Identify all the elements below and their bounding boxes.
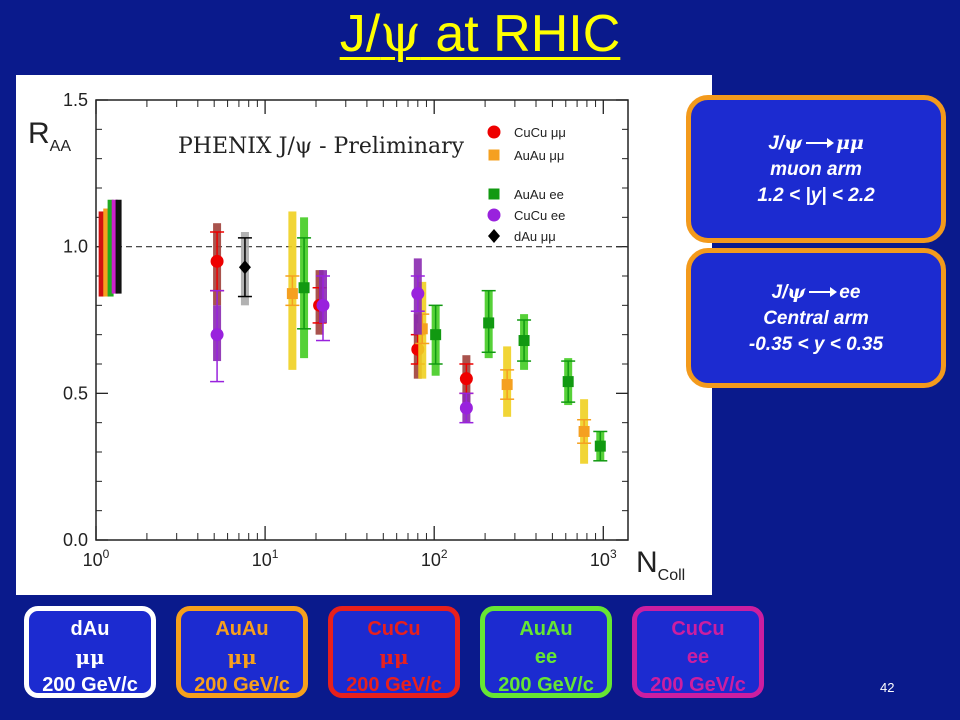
- decay-products: μμ: [835, 131, 864, 154]
- legend-energy: 200 GeV/c: [498, 674, 594, 696]
- x-axis-label: NColl: [636, 546, 685, 584]
- data-point: [411, 287, 425, 301]
- data-point: [518, 335, 530, 347]
- legend-label: CuCu ee: [514, 208, 565, 223]
- y-tick-label: 1.5: [63, 90, 88, 110]
- legend-channel: ee: [686, 646, 710, 668]
- psi-symbol: ψ: [787, 280, 806, 303]
- muon-arm-label: muon arm: [770, 158, 862, 180]
- psi-symbol: ψ: [784, 131, 802, 154]
- legend-marker: [488, 229, 500, 243]
- data-point: [459, 401, 473, 415]
- legend-energy: 200 GeV/c: [650, 674, 746, 696]
- central-arm-range: -0.35 < y < 0.35: [748, 333, 884, 355]
- central-arm-box: J/ψ ee Central arm -0.35 < y < 0.35: [686, 248, 946, 388]
- y-tick-label: 1.0: [63, 237, 88, 257]
- data-point: [594, 440, 606, 452]
- data-point: [286, 288, 298, 300]
- x-tick-label: 100: [83, 547, 110, 570]
- title-prefix: J/: [339, 5, 381, 63]
- slide-title: J/ψ at RHIC: [0, 4, 960, 64]
- legend-system: AuAu: [519, 618, 573, 640]
- legend-label: AuAu ee: [514, 187, 564, 202]
- x-tick-label: 101: [252, 547, 279, 570]
- legend-label: AuAu μμ: [514, 148, 564, 163]
- legend-box-auau-ee: AuAu ee 200 GeV/c: [480, 606, 612, 698]
- legend-label: CuCu μμ: [514, 125, 566, 140]
- legend-channel: ee: [534, 646, 558, 668]
- x-tick-label: 102: [421, 547, 448, 570]
- legend-box-dau-mumu: dAu μμ 200 GeV/c: [24, 606, 156, 698]
- central-arm-label: Central arm: [763, 307, 869, 329]
- legend-energy: 200 GeV/c: [42, 674, 138, 696]
- normalization-bar: [98, 211, 105, 297]
- plot-frame: [95, 99, 629, 541]
- legend-energy: 200 GeV/c: [194, 674, 290, 696]
- x-tick-label: 103: [590, 547, 617, 570]
- legend-system: CuCu: [367, 618, 421, 640]
- data-point: [483, 317, 495, 329]
- legend-system: CuCu: [671, 618, 725, 640]
- legend-channel: μμ: [227, 645, 257, 669]
- muon-arm-box: J/ψ μμ muon arm 1.2 < |y| < 2.2: [686, 95, 946, 243]
- data-point: [238, 260, 251, 275]
- title-suffix: at RHIC: [420, 5, 621, 63]
- y-tick-label: 0.0: [63, 530, 88, 550]
- data-point: [416, 323, 428, 335]
- muon-arm-channel: J/ψ μμ: [691, 130, 941, 157]
- legend-box-auau-mumu: AuAu μμ 200 GeV/c: [176, 606, 308, 698]
- data-point: [210, 328, 224, 342]
- y-tick-label: 0.5: [63, 383, 88, 403]
- legend-system: dAu: [70, 618, 110, 640]
- muon-arm-range: 1.2 < |y| < 2.2: [757, 184, 875, 206]
- legend-channel: μμ: [75, 645, 105, 669]
- arrow-icon: [805, 138, 834, 149]
- y-axis-label: RAA: [28, 117, 71, 155]
- legend-box-cucu-mumu: CuCu μμ 200 GeV/c: [328, 606, 460, 698]
- normalization-bar: [111, 199, 118, 294]
- legend-channel: μμ: [379, 645, 409, 669]
- channel-prefix: J/: [768, 132, 785, 154]
- arrow-icon: [809, 287, 838, 298]
- legend-label: dAu μμ: [514, 229, 556, 244]
- legend-marker: [487, 208, 501, 222]
- legend-marker: [487, 125, 501, 139]
- legend-marker: [488, 188, 500, 200]
- data-point: [562, 376, 574, 388]
- central-arm-channel: J/ψ ee: [691, 279, 941, 306]
- chart-title: PHENIX J/ψ - Preliminary: [178, 134, 465, 159]
- raa-chart: 0.0 0.5 1.0 1.5 100 101 102 103 RAA NColl PHENIX J…: [16, 75, 712, 595]
- normalization-bar: [115, 199, 122, 294]
- channel-prefix: J/: [771, 281, 788, 303]
- data-point: [430, 329, 442, 341]
- legend-system: AuAu: [215, 618, 269, 640]
- decay-products: ee: [839, 281, 861, 303]
- page-number: 42: [880, 680, 895, 695]
- legend-marker: [488, 149, 500, 161]
- psi-symbol: ψ: [380, 4, 421, 64]
- data-point: [459, 372, 473, 386]
- data-point: [316, 298, 330, 312]
- chart-svg: 0.0 0.5 1.0 1.5 100 101 102 103 RAA NColl PHENIX J…: [28, 90, 685, 584]
- data-point: [501, 379, 513, 391]
- legend-box-cucu-ee: CuCu ee 200 GeV/c: [632, 606, 764, 698]
- legend-energy: 200 GeV/c: [346, 674, 442, 696]
- data-point: [578, 425, 590, 437]
- data-point: [210, 254, 224, 268]
- normalization-bar: [107, 199, 114, 297]
- normalization-bar: [103, 208, 110, 297]
- data-point: [298, 282, 310, 294]
